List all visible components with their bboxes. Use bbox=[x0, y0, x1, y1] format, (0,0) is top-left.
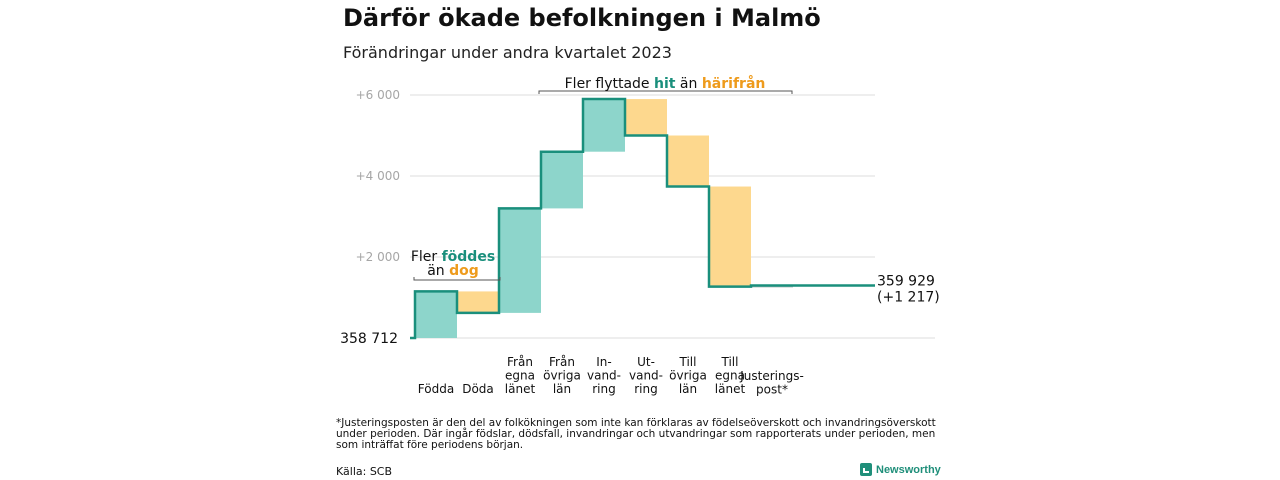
x-tick-label: Från bbox=[549, 355, 575, 369]
end-value-label: 359 929 bbox=[877, 274, 935, 290]
running-total-line bbox=[410, 97, 875, 340]
births-annotation-line1: Fler föddes bbox=[411, 249, 495, 265]
bar bbox=[415, 291, 457, 338]
chart-title: Därför ökade befolkningen i Malmö bbox=[343, 4, 821, 32]
y-tick-label: +4 000 bbox=[356, 169, 400, 183]
brand-name: Newsworthy bbox=[876, 463, 941, 476]
x-tick-label: post* bbox=[756, 383, 788, 397]
migration-bracket bbox=[538, 90, 793, 94]
x-tick-label: länet bbox=[715, 382, 746, 396]
chart-subtitle: Förändringar under andra kvartalet 2023 bbox=[343, 43, 672, 62]
x-tick-label: övriga bbox=[543, 369, 581, 383]
end-delta-label: (+1 217) bbox=[877, 290, 940, 306]
x-tick-label: ring bbox=[634, 382, 658, 396]
start-value-label: 358 712 bbox=[340, 331, 398, 347]
x-tick-label: Justerings- bbox=[739, 369, 804, 383]
y-tick-label: +2 000 bbox=[356, 250, 400, 264]
x-tick-label: Till bbox=[721, 355, 739, 369]
x-tick-label: län bbox=[553, 382, 571, 396]
x-tick-label: Födda bbox=[418, 382, 454, 396]
footnote: *Justeringsposten är den del av folkökni… bbox=[336, 417, 936, 451]
bar bbox=[541, 151, 583, 209]
y-tick-label: +6 000 bbox=[356, 88, 400, 102]
brand: Newsworthy bbox=[860, 463, 941, 476]
bar bbox=[583, 99, 625, 152]
x-tick-label: Från bbox=[507, 355, 533, 369]
chart-logo-icon bbox=[860, 463, 872, 476]
x-tick-label: Till bbox=[679, 355, 697, 369]
bar bbox=[625, 99, 667, 136]
x-tick-label: län bbox=[679, 382, 697, 396]
x-tick-label: Döda bbox=[462, 382, 494, 396]
x-tick-label: ring bbox=[592, 382, 616, 396]
x-tick-label: vand- bbox=[629, 369, 663, 383]
x-tick-label: egna bbox=[505, 369, 535, 383]
x-tick-label: egna bbox=[715, 369, 745, 383]
migration-annotation: Fler flyttade hit än härifrån bbox=[565, 75, 766, 92]
x-tick-label: Ut- bbox=[637, 355, 655, 369]
bar bbox=[667, 135, 709, 187]
bar bbox=[709, 186, 751, 287]
bar bbox=[457, 291, 499, 313]
births-annotation-line2: än dog bbox=[427, 263, 479, 279]
x-tick-label: In- bbox=[596, 355, 611, 369]
bar bbox=[499, 208, 541, 313]
source-note: Källa: SCB bbox=[336, 465, 393, 478]
x-tick-label: övriga bbox=[669, 369, 707, 383]
births-bracket bbox=[413, 277, 501, 281]
x-tick-label: vand- bbox=[587, 369, 621, 383]
x-tick-label: länet bbox=[505, 382, 536, 396]
